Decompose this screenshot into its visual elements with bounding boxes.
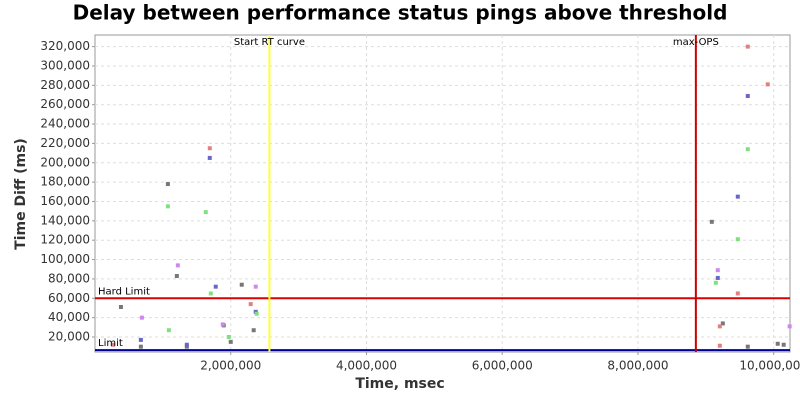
point	[735, 194, 740, 199]
x-tick-label: 10,000,000	[739, 359, 800, 373]
chart-title: Delay between performance status pings a…	[73, 1, 728, 25]
point	[720, 321, 725, 326]
point	[203, 210, 208, 215]
y-tick-label: 320,000	[40, 39, 90, 53]
point	[226, 334, 231, 339]
point	[248, 302, 253, 307]
point	[715, 268, 720, 273]
x-tick-label: 4,000,000	[336, 359, 397, 373]
point	[715, 275, 720, 280]
point	[239, 282, 244, 287]
plot-area	[94, 34, 791, 353]
point	[165, 204, 170, 209]
point	[775, 341, 780, 346]
y-tick-label: 240,000	[40, 117, 90, 131]
point	[709, 219, 714, 224]
reference-label: max-OPS	[673, 37, 719, 48]
y-tick-label: 60,000	[48, 291, 90, 305]
x-tick-label: 8,000,000	[607, 359, 668, 373]
y-tick-label: 260,000	[40, 97, 90, 111]
y-tick-label: 40,000	[48, 310, 90, 324]
point	[207, 146, 212, 151]
point	[745, 344, 750, 349]
point	[165, 182, 170, 187]
point	[228, 339, 233, 344]
point	[254, 311, 259, 316]
y-axis-label: Time Diff (ms)	[13, 138, 29, 250]
y-tick-label: 160,000	[40, 194, 90, 208]
point	[717, 324, 722, 329]
y-tick-label: 200,000	[40, 155, 90, 169]
point	[735, 291, 740, 296]
y-tick-label: 80,000	[48, 271, 90, 285]
point	[138, 337, 143, 342]
point	[787, 324, 792, 329]
point	[251, 328, 256, 333]
point	[745, 44, 750, 49]
point	[253, 284, 258, 289]
point	[208, 291, 213, 296]
point	[735, 237, 740, 242]
y-tick-label: 220,000	[40, 136, 90, 150]
point	[781, 342, 786, 347]
x-tick-label: 2,000,000	[200, 359, 261, 373]
point	[213, 284, 218, 289]
point	[175, 263, 180, 268]
x-tick-label: 6,000,000	[472, 359, 533, 373]
y-tick-label: 140,000	[40, 213, 90, 227]
y-tick-label: 100,000	[40, 252, 90, 266]
y-tick-label: 280,000	[40, 78, 90, 92]
point	[745, 147, 750, 152]
y-tick-label: 120,000	[40, 233, 90, 247]
point	[745, 93, 750, 98]
reference-label: Limit	[98, 338, 123, 349]
point	[717, 343, 722, 348]
reference-label: Hard Limit	[98, 286, 150, 297]
point	[118, 304, 123, 309]
point	[765, 82, 770, 87]
point	[110, 342, 115, 347]
y-tick-label: 20,000	[48, 329, 90, 343]
point	[138, 344, 143, 349]
y-tick-label: 180,000	[40, 175, 90, 189]
point	[166, 328, 171, 333]
point	[174, 274, 179, 279]
point	[184, 342, 189, 347]
point	[220, 322, 225, 327]
reference-label: Start RT curve	[234, 37, 305, 48]
x-axis-label: Time, msec	[355, 376, 444, 392]
point	[207, 155, 212, 160]
y-tick-label: 300,000	[40, 58, 90, 72]
point	[713, 280, 718, 285]
point	[139, 315, 144, 320]
